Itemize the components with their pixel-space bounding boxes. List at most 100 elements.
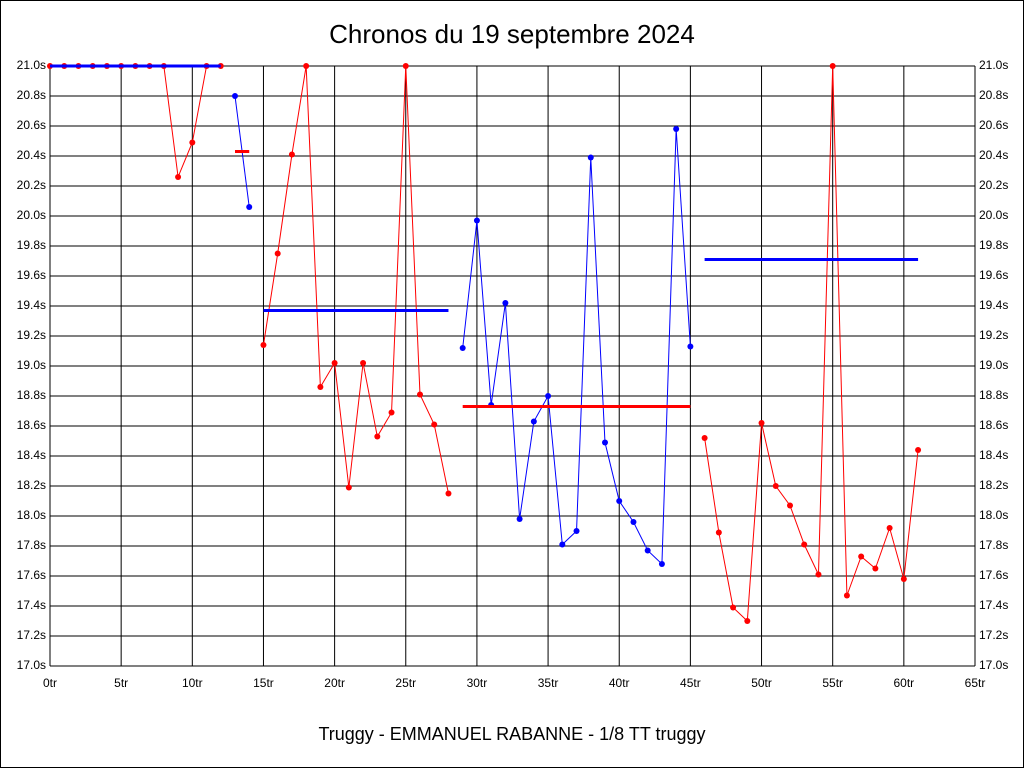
- y-tick-label: 17.8s: [17, 538, 46, 552]
- y-tick-label: 18.4s: [17, 448, 46, 462]
- y2-tick-label: 17.4s: [979, 598, 1008, 612]
- point: [303, 63, 310, 69]
- x-tick-label: 10tr: [182, 676, 203, 690]
- point: [630, 519, 637, 525]
- point: [175, 174, 182, 180]
- series-line: [262, 65, 449, 494]
- x-tick-label: 55tr: [822, 676, 843, 690]
- y-tick-label: 20.8s: [17, 88, 46, 102]
- x-tick-label: 30tr: [467, 676, 488, 690]
- y2-tick-label: 18.4s: [979, 448, 1008, 462]
- y2-tick-label: 20.8s: [979, 88, 1008, 102]
- point: [402, 63, 409, 69]
- y-tick-label: 21.0s: [17, 58, 46, 72]
- point: [345, 484, 352, 491]
- point: [360, 360, 367, 366]
- point: [872, 565, 879, 572]
- x-tick-label: 60tr: [894, 676, 915, 690]
- series-line: [704, 65, 919, 623]
- y-tick-label: 17.2s: [17, 628, 46, 642]
- y2-tick-label: 18.2s: [979, 478, 1008, 492]
- x-tick-label: 15tr: [253, 676, 274, 690]
- y-tick-label: 17.0s: [17, 658, 46, 672]
- y2-tick-label: 20.4s: [979, 148, 1008, 162]
- y2-tick-label: 18.6s: [979, 418, 1008, 432]
- y2-tick-label: 20.0s: [979, 208, 1008, 222]
- point: [758, 420, 765, 426]
- y-tick-label: 17.4s: [17, 598, 46, 612]
- x-tick-label: 0tr: [43, 676, 57, 690]
- point: [559, 541, 566, 548]
- y-tick-label: 19.8s: [17, 238, 46, 252]
- x-tick-label: 35tr: [538, 676, 559, 690]
- chart-footer: Truggy - EMMANUEL RABANNE - 1/8 TT trugg…: [318, 724, 705, 744]
- point: [530, 418, 537, 425]
- point: [545, 393, 552, 399]
- y2-tick-label: 21.0s: [979, 58, 1008, 72]
- point: [687, 343, 694, 350]
- chart-title: Chronos du 19 septembre 2024: [329, 19, 695, 49]
- point: [673, 126, 680, 132]
- y-tick-label: 20.2s: [17, 178, 46, 192]
- point: [288, 151, 295, 158]
- point: [417, 391, 423, 398]
- point: [787, 502, 793, 509]
- y2-tick-label: 19.6s: [979, 268, 1008, 282]
- y-tick-label: 20.0s: [17, 208, 46, 222]
- y2-tick-label: 19.0s: [979, 358, 1008, 372]
- point: [900, 576, 907, 582]
- y-tick-label: 17.6s: [17, 568, 46, 582]
- point: [658, 561, 665, 567]
- point: [616, 498, 623, 504]
- y2-tick-label: 17.0s: [979, 658, 1008, 672]
- x-tick-label: 40tr: [609, 676, 630, 690]
- point: [516, 516, 523, 522]
- y-tick-label: 18.2s: [17, 478, 46, 492]
- point: [573, 528, 580, 534]
- point: [858, 553, 865, 560]
- point: [445, 490, 452, 497]
- point: [602, 439, 608, 446]
- point: [772, 483, 779, 489]
- y2-tick-label: 17.2s: [979, 628, 1008, 642]
- point: [374, 433, 381, 440]
- y-tick-label: 19.6s: [17, 268, 46, 282]
- point: [260, 342, 267, 348]
- x-tick-label: 45tr: [680, 676, 701, 690]
- point: [331, 360, 338, 366]
- y2-tick-label: 17.6s: [979, 568, 1008, 582]
- y-tick-label: 18.8s: [17, 388, 46, 402]
- y-tick-label: 20.6s: [17, 118, 46, 132]
- y-tick-label: 20.4s: [17, 148, 46, 162]
- x-tick-label: 65tr: [965, 676, 986, 690]
- point: [317, 384, 324, 390]
- point: [246, 204, 253, 210]
- point: [232, 93, 238, 99]
- y2-tick-label: 17.8s: [979, 538, 1008, 552]
- point: [701, 435, 708, 441]
- y2-tick-label: 18.0s: [979, 508, 1008, 522]
- point: [886, 525, 893, 531]
- x-tick-label: 50tr: [751, 676, 772, 690]
- point: [388, 409, 395, 416]
- point: [459, 345, 466, 351]
- point: [815, 571, 822, 578]
- point: [744, 618, 751, 624]
- y2-tick-label: 19.4s: [979, 298, 1008, 312]
- y2-tick-label: 20.2s: [979, 178, 1008, 192]
- point: [644, 547, 651, 554]
- x-tick-label: 25tr: [395, 676, 416, 690]
- x-tick-label: 20tr: [324, 676, 345, 690]
- point: [189, 139, 196, 146]
- y-tick-label: 18.6s: [17, 418, 46, 432]
- y2-tick-label: 19.2s: [979, 328, 1008, 342]
- point: [801, 541, 808, 548]
- point: [502, 300, 509, 306]
- point: [587, 154, 594, 161]
- point: [829, 63, 836, 69]
- y2-tick-label: 20.6s: [979, 118, 1008, 132]
- y-tick-label: 19.0s: [17, 358, 46, 372]
- x-tick-label: 5tr: [114, 676, 128, 690]
